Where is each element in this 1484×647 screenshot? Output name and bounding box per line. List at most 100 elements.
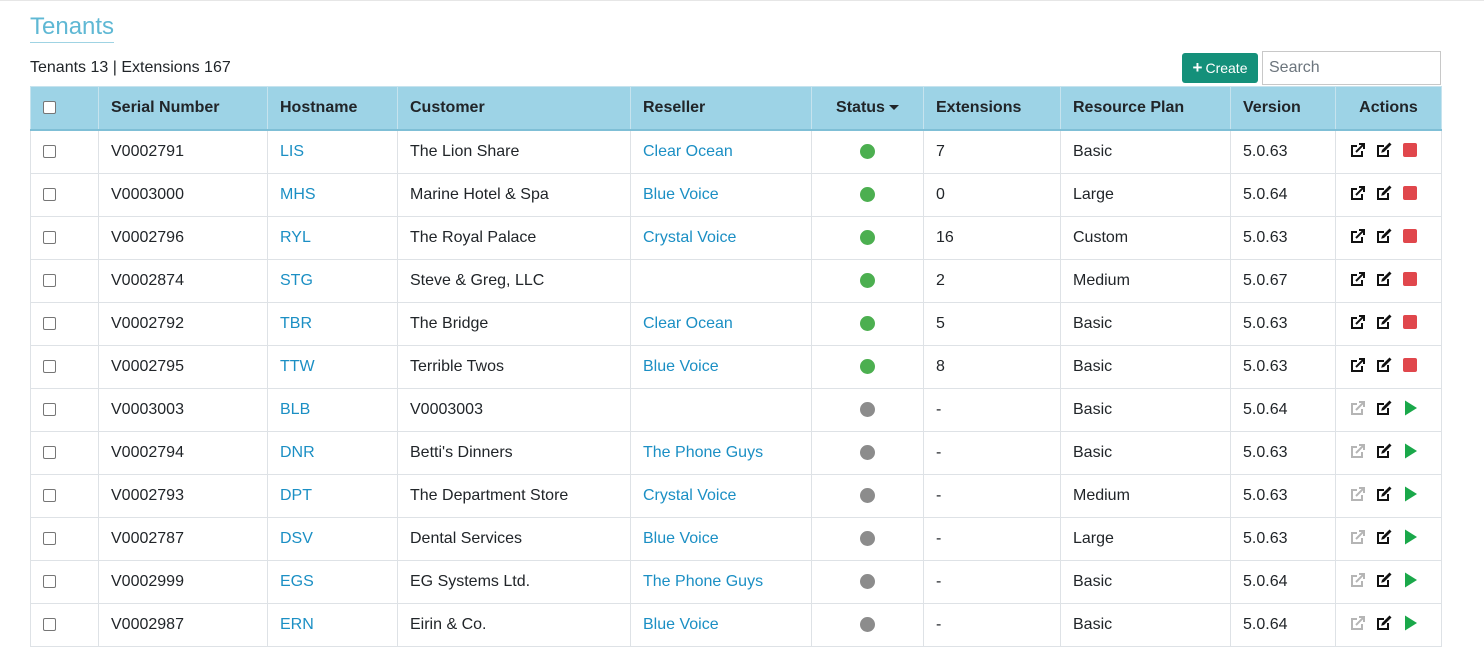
- cell-actions: [1335, 431, 1442, 475]
- cell-reseller: The Phone Guys: [630, 431, 812, 475]
- sort-desc-icon: [888, 105, 899, 111]
- reseller-link[interactable]: The Phone Guys: [643, 573, 764, 590]
- cell-customer: Terrible Twos: [397, 345, 631, 389]
- header-status[interactable]: Status: [811, 86, 924, 131]
- edit-icon[interactable]: [1374, 484, 1394, 509]
- row-checkbox[interactable]: [43, 403, 56, 417]
- edit-icon[interactable]: [1374, 355, 1394, 380]
- cell-actions: [1335, 129, 1442, 174]
- row-checkbox[interactable]: [43, 618, 56, 632]
- header-reseller[interactable]: Reseller: [630, 86, 812, 131]
- stop-icon[interactable]: [1400, 183, 1420, 208]
- open-external-icon[interactable]: [1348, 269, 1368, 294]
- row-checkbox[interactable]: [43, 231, 56, 245]
- cell-status: [811, 474, 924, 518]
- table-row: V0003003 BLB V0003003 - Basic 5.0.64: [30, 388, 1442, 432]
- play-icon[interactable]: [1400, 484, 1420, 509]
- table-row: V0003000 MHS Marine Hotel & Spa Blue Voice 0…: [30, 173, 1442, 217]
- header-version[interactable]: Version: [1230, 86, 1336, 131]
- header-hostname[interactable]: Hostname: [267, 86, 398, 131]
- play-icon[interactable]: [1400, 527, 1420, 552]
- reseller-link[interactable]: Clear Ocean: [643, 315, 733, 332]
- cell-version: 5.0.63: [1230, 431, 1336, 475]
- row-checkbox[interactable]: [43, 188, 56, 202]
- hostname-link[interactable]: MHS: [280, 186, 316, 203]
- edit-icon[interactable]: [1374, 570, 1394, 595]
- reseller-link[interactable]: Blue Voice: [643, 186, 719, 203]
- edit-icon[interactable]: [1374, 312, 1394, 337]
- open-external-icon[interactable]: [1348, 140, 1368, 165]
- cell-hostname: DPT: [267, 474, 398, 518]
- edit-icon[interactable]: [1374, 140, 1394, 165]
- create-button[interactable]: + Create: [1182, 53, 1258, 83]
- hostname-link[interactable]: DSV: [280, 530, 313, 547]
- hostname-link[interactable]: DPT: [280, 487, 312, 504]
- stop-icon[interactable]: [1400, 312, 1420, 337]
- hostname-link[interactable]: DNR: [280, 444, 315, 461]
- edit-icon[interactable]: [1374, 226, 1394, 251]
- play-icon[interactable]: [1400, 441, 1420, 466]
- edit-icon[interactable]: [1374, 613, 1394, 638]
- cell-reseller: Clear Ocean: [630, 302, 812, 346]
- edit-icon[interactable]: [1374, 269, 1394, 294]
- hostname-link[interactable]: EGS: [280, 573, 314, 590]
- edit-icon[interactable]: [1374, 398, 1394, 423]
- row-checkbox[interactable]: [43, 489, 56, 503]
- edit-icon[interactable]: [1374, 441, 1394, 466]
- cell-serial-number: V0003000: [98, 173, 268, 217]
- play-icon[interactable]: [1400, 613, 1420, 638]
- create-button-label: Create: [1205, 60, 1248, 76]
- row-checkbox[interactable]: [43, 145, 56, 159]
- cell-customer: The Royal Palace: [397, 216, 631, 260]
- status-active-dot: [860, 144, 875, 160]
- reseller-link[interactable]: The Phone Guys: [643, 444, 764, 461]
- header-customer[interactable]: Customer: [397, 86, 631, 131]
- hostname-link[interactable]: STG: [280, 272, 313, 289]
- stop-icon[interactable]: [1400, 140, 1420, 165]
- play-icon[interactable]: [1400, 570, 1420, 595]
- search-input[interactable]: [1262, 51, 1441, 85]
- cell-serial-number: V0002792: [98, 302, 268, 346]
- hostname-link[interactable]: LIS: [280, 143, 305, 160]
- header-extensions[interactable]: Extensions: [923, 86, 1061, 131]
- hostname-link[interactable]: ERN: [280, 616, 314, 633]
- header-resource-plan[interactable]: Resource Plan: [1060, 86, 1231, 131]
- cell-extensions: 7: [923, 129, 1061, 174]
- cell-resource-plan: Large: [1060, 173, 1231, 217]
- cell-actions: [1335, 302, 1442, 346]
- stop-icon[interactable]: [1400, 355, 1420, 380]
- reseller-link[interactable]: Blue Voice: [643, 530, 719, 547]
- open-external-icon[interactable]: [1348, 312, 1368, 337]
- header-serial-number[interactable]: Serial Number: [98, 86, 268, 131]
- row-checkbox[interactable]: [43, 317, 56, 331]
- reseller-link[interactable]: Blue Voice: [643, 616, 719, 633]
- open-external-icon[interactable]: [1348, 355, 1368, 380]
- row-checkbox[interactable]: [43, 360, 56, 374]
- row-checkbox[interactable]: [43, 575, 56, 589]
- hostname-link[interactable]: TTW: [280, 358, 315, 375]
- cell-status: [811, 173, 924, 217]
- cell-hostname: LIS: [267, 129, 398, 174]
- select-all-checkbox[interactable]: [43, 101, 56, 115]
- edit-icon[interactable]: [1374, 527, 1394, 552]
- cell-serial-number: V0002791: [98, 129, 268, 174]
- row-checkbox[interactable]: [43, 274, 56, 288]
- reseller-link[interactable]: Clear Ocean: [643, 143, 733, 160]
- play-icon[interactable]: [1400, 398, 1420, 423]
- stop-icon[interactable]: [1400, 226, 1420, 251]
- tenants-table: Serial Number Hostname Customer Reseller…: [30, 86, 1442, 647]
- status-active-dot: [860, 187, 875, 203]
- row-checkbox[interactable]: [43, 446, 56, 460]
- reseller-link[interactable]: Blue Voice: [643, 358, 719, 375]
- open-external-icon[interactable]: [1348, 226, 1368, 251]
- row-checkbox[interactable]: [43, 532, 56, 546]
- open-external-icon[interactable]: [1348, 183, 1368, 208]
- hostname-link[interactable]: BLB: [280, 401, 311, 418]
- edit-icon[interactable]: [1374, 183, 1394, 208]
- reseller-link[interactable]: Crystal Voice: [643, 229, 737, 246]
- stop-icon[interactable]: [1400, 269, 1420, 294]
- reseller-link[interactable]: Crystal Voice: [643, 487, 737, 504]
- hostname-link[interactable]: TBR: [280, 315, 312, 332]
- cell-version: 5.0.67: [1230, 259, 1336, 303]
- hostname-link[interactable]: RYL: [280, 229, 311, 246]
